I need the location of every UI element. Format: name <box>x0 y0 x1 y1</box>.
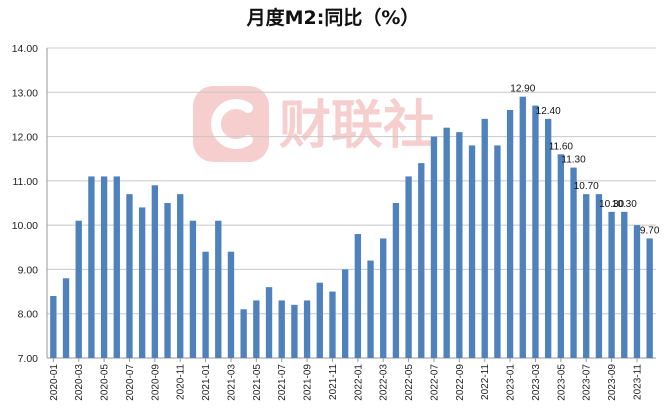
bar <box>519 96 526 358</box>
bar <box>100 176 108 358</box>
bar <box>392 203 400 358</box>
bar <box>75 220 82 358</box>
bar-series <box>50 96 653 358</box>
x-tick-label: 2020-01 <box>49 364 60 401</box>
x-tick-label: 2022-05 <box>404 364 415 401</box>
bar <box>418 163 425 358</box>
bar <box>50 296 57 358</box>
bar <box>138 207 146 358</box>
bar <box>506 110 514 358</box>
data-label: 10.30 <box>599 199 624 210</box>
bar <box>227 251 235 358</box>
bar <box>430 136 438 358</box>
bar <box>265 287 273 358</box>
x-tick-label: 2020-03 <box>74 364 85 401</box>
x-tick-label: 2020-05 <box>100 364 111 401</box>
x-tick-label: 2022-11 <box>480 364 491 400</box>
bar <box>646 238 653 358</box>
watermark-c-glyph <box>211 99 253 149</box>
bar <box>380 238 387 358</box>
bar <box>621 211 628 358</box>
bar <box>405 176 412 358</box>
x-axis: 2020-01 2020-03 2020-05 2020-07 2020-09 2020-… <box>49 358 643 401</box>
x-tick-label: 2023-05 <box>556 364 567 401</box>
bar <box>557 154 565 358</box>
bar <box>303 300 311 358</box>
x-tick-label: 2023-07 <box>582 364 593 401</box>
bar <box>456 132 463 358</box>
bar <box>177 194 184 358</box>
y-tick-label: 14.00 <box>12 43 38 55</box>
y-tick-label: 11.00 <box>13 176 39 188</box>
x-tick-label: 2023-03 <box>531 364 542 401</box>
y-tick-label: 13.00 <box>12 87 38 99</box>
data-label: 12.40 <box>536 106 561 117</box>
bar <box>633 225 641 358</box>
grid-lines <box>47 47 656 359</box>
x-tick-label: 2021-03 <box>226 364 237 401</box>
y-tick-label: 12.00 <box>12 132 38 144</box>
x-tick-label: 2023-11 <box>632 364 643 400</box>
bar <box>494 145 501 358</box>
bar <box>316 282 323 358</box>
bar <box>329 291 336 358</box>
chart-title: 月度M2:同比（%） <box>246 6 420 29</box>
x-tick-label: 2021-11 <box>328 364 339 400</box>
bar <box>367 260 374 358</box>
bar <box>126 194 133 358</box>
bar <box>253 300 260 358</box>
x-tick-label: 2021-07 <box>277 364 288 401</box>
data-label: 10.70 <box>574 181 599 192</box>
x-tick-label: 2020-11 <box>176 364 187 400</box>
bar <box>443 127 450 358</box>
bar <box>341 269 349 358</box>
x-tick-label: 2022-01 <box>353 364 364 401</box>
y-tick-label: 8.00 <box>18 309 39 321</box>
bar <box>570 167 577 358</box>
x-tick-label: 2021-05 <box>252 364 263 401</box>
bar <box>164 203 171 358</box>
bar <box>468 145 476 358</box>
data-label: 9.70 <box>640 225 660 236</box>
data-label: 11.30 <box>561 155 586 166</box>
watermark-logo-icon <box>193 86 269 162</box>
bar <box>544 118 552 358</box>
x-tick-label: 2022-07 <box>429 364 440 401</box>
bar <box>583 194 590 358</box>
y-tick-label: 9.00 <box>18 264 39 276</box>
x-tick-label: 2022-09 <box>455 364 466 401</box>
x-tick-label: 2021-01 <box>201 364 212 401</box>
bar <box>481 118 488 358</box>
bar <box>62 278 70 358</box>
x-tick-label: 2023-01 <box>506 364 517 401</box>
watermark-text: 财联社 <box>279 96 435 156</box>
bar <box>595 194 603 358</box>
x-tick-label: 2020-09 <box>150 364 161 401</box>
y-tick-label: 7.00 <box>18 353 39 365</box>
bar <box>291 304 298 358</box>
data-label: 10.30 <box>612 199 637 210</box>
bar <box>88 176 95 358</box>
bar <box>278 300 285 358</box>
bar <box>240 309 247 358</box>
y-axis: 7.00 8.00 9.00 10.00 11.00 12.00 13.00 14.00 <box>12 43 48 365</box>
bar <box>354 234 362 358</box>
bar <box>189 220 197 358</box>
data-label: 11.60 <box>549 141 574 152</box>
bar <box>608 211 615 358</box>
bar <box>215 220 222 358</box>
y-tick-label: 10.00 <box>12 220 38 232</box>
data-label: 12.90 <box>510 84 535 95</box>
watermark: 财联社 <box>193 86 435 162</box>
x-tick-label: 2023-09 <box>607 364 618 401</box>
bar <box>113 176 120 358</box>
bar <box>202 251 209 358</box>
x-tick-label: 2021-09 <box>303 364 314 401</box>
x-tick-label: 2022-03 <box>379 364 390 401</box>
bar <box>151 185 159 358</box>
bar <box>532 105 539 358</box>
x-tick-label: 2020-07 <box>125 364 136 401</box>
